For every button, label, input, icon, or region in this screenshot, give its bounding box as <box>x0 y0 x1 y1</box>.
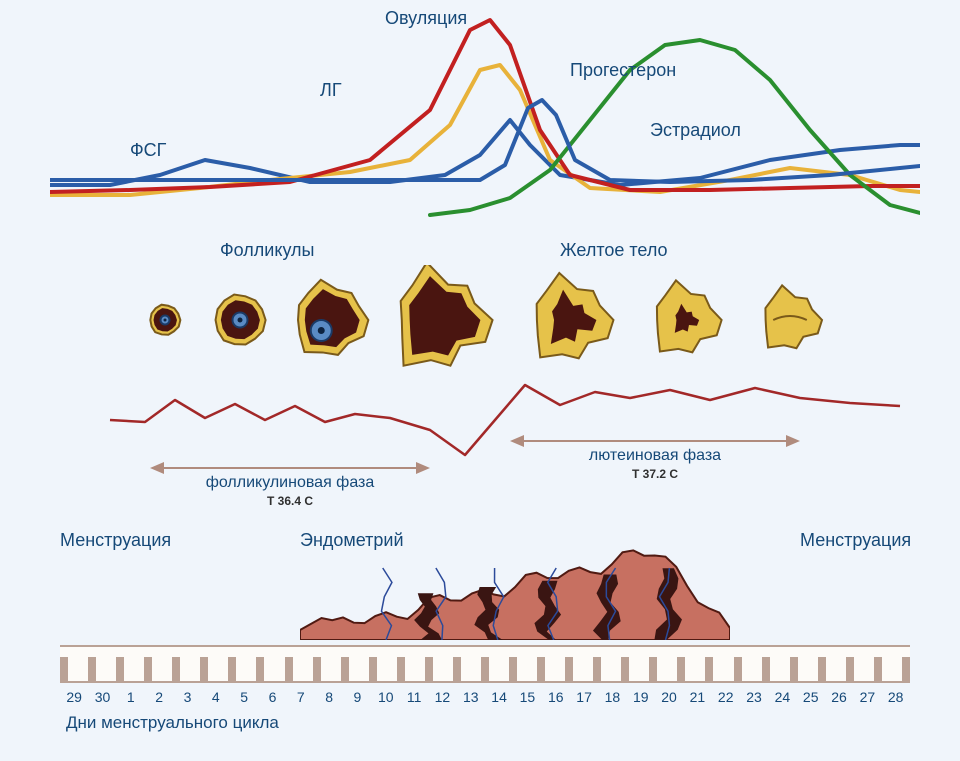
estradiol-label: Эстрадиол <box>650 120 741 141</box>
follicle-row <box>50 265 920 375</box>
luteal-temp: Т 37.2 С <box>632 467 678 481</box>
diagram-container: Овуляция ЛГ ФСГ Прогестерон Эстрадиол Фо… <box>0 0 960 761</box>
luteal-phase-text: лютеиновая фаза <box>589 447 721 464</box>
menstruation-left-label: Менструация <box>60 530 171 551</box>
endometrium-illustration <box>300 520 730 640</box>
corpus-luteum-label: Желтое тело <box>560 240 668 261</box>
ticks-bar <box>60 645 910 683</box>
ovulation-label: Овуляция <box>385 8 467 29</box>
follicular-phase-label: фолликулиновая фаза Т 36.4 С <box>150 474 430 510</box>
hormone-chart <box>50 10 920 220</box>
follicular-phase-text: фолликулиновая фаза <box>206 474 375 491</box>
menstruation-right-label: Менструация <box>800 530 911 551</box>
lh-label: ЛГ <box>320 80 342 101</box>
follicular-arrow <box>150 462 430 474</box>
day-numbers: 2930123456789101112131415161718192021222… <box>60 689 910 705</box>
progesterone-label: Прогестерон <box>570 60 676 81</box>
follicular-temp: Т 36.4 С <box>267 494 313 508</box>
luteal-phase-label: лютеиновая фаза Т 37.2 С <box>510 447 800 483</box>
day-axis: 2930123456789101112131415161718192021222… <box>60 645 910 733</box>
follicles-label: Фолликулы <box>220 240 314 261</box>
luteal-arrow <box>510 435 800 447</box>
fsh-label: ФСГ <box>130 140 166 161</box>
axis-title: Дни менструального цикла <box>60 713 910 733</box>
